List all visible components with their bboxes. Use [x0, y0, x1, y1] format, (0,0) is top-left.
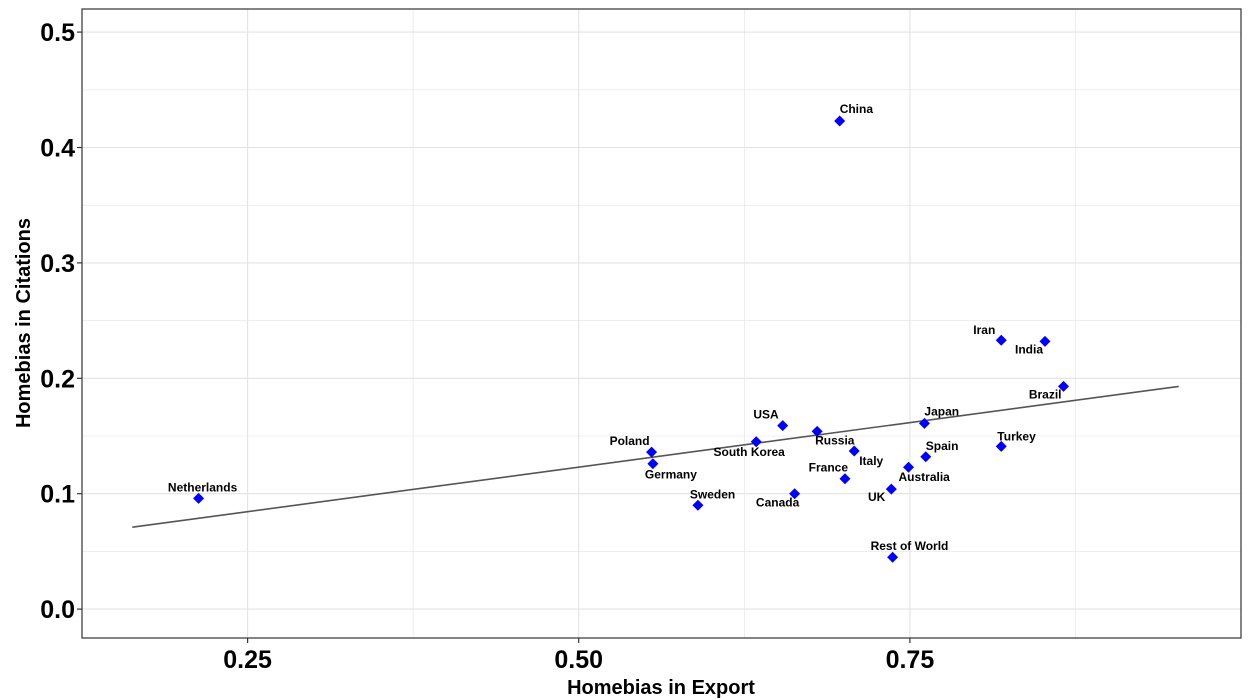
point-usa	[777, 420, 789, 432]
y-axis-title: Homebias in Citations	[13, 218, 35, 428]
point-brazil	[1058, 380, 1070, 392]
y-tick-label: 0.5	[40, 19, 75, 47]
label-france: France	[809, 461, 849, 475]
point-sweden	[692, 499, 704, 511]
trend-line	[132, 385, 1179, 528]
label-spain: Spain	[926, 439, 959, 453]
label-iran: Iran	[973, 323, 995, 337]
label-netherlands: Netherlands	[168, 480, 238, 494]
x-tick-label: 0.25	[223, 646, 272, 674]
point-japan	[918, 417, 930, 429]
label-russia: Russia	[815, 433, 855, 447]
label-india: India	[1015, 342, 1043, 356]
y-tick-label: 0.3	[40, 250, 75, 278]
label-south-korea: South Korea	[714, 445, 786, 459]
point-russia	[811, 425, 823, 437]
label-turkey: Turkey	[997, 429, 1036, 443]
data-points	[193, 115, 1070, 563]
y-tick-label: 0.2	[40, 365, 75, 393]
point-india	[1039, 335, 1051, 347]
point-south-korea	[750, 436, 762, 448]
point-rest-of-world	[887, 551, 899, 563]
trend-line-group	[132, 385, 1179, 528]
plot-border	[81, 8, 1242, 639]
label-canada: Canada	[756, 496, 800, 510]
point-france	[839, 473, 851, 485]
point-netherlands	[193, 492, 205, 504]
y-tick-label: 0.4	[40, 135, 75, 163]
point-germany	[647, 458, 659, 470]
x-axis-title: Homebias in Export	[567, 677, 755, 699]
label-usa: USA	[753, 408, 779, 422]
label-italy: Italy	[859, 454, 883, 468]
point-australia	[903, 461, 915, 473]
point-china	[834, 115, 846, 127]
x-axis-ticks: 0.25 0.50 0.75	[223, 638, 934, 674]
grid-lines	[81, 9, 1242, 638]
point-italy	[848, 445, 860, 457]
label-poland: Poland	[610, 434, 650, 448]
label-china: China	[840, 102, 874, 116]
x-tick-label: 0.50	[554, 646, 603, 674]
label-brazil: Brazil	[1029, 387, 1062, 401]
y-tick-label: 0.0	[40, 596, 75, 624]
label-sweden: Sweden	[690, 487, 735, 501]
x-tick-label: 0.75	[886, 646, 935, 674]
label-rest-of-world: Rest of World	[871, 539, 949, 553]
point-spain	[920, 451, 932, 463]
point-iran	[995, 334, 1007, 346]
y-tick-label: 0.1	[40, 481, 75, 509]
label-australia: Australia	[899, 470, 951, 484]
point-canada	[789, 488, 801, 500]
plot-panel	[82, 9, 1241, 638]
label-uk: UK	[868, 490, 886, 504]
point-labels: China Iran India Brazil Japan USA Russia South …	[168, 102, 1062, 553]
label-japan: Japan	[924, 404, 959, 418]
y-axis-ticks: 0.0 0.1 0.2 0.3 0.4 0.5	[40, 19, 82, 624]
point-turkey	[995, 440, 1007, 452]
label-germany: Germany	[645, 468, 697, 482]
point-uk	[885, 483, 897, 495]
point-poland	[646, 446, 658, 458]
